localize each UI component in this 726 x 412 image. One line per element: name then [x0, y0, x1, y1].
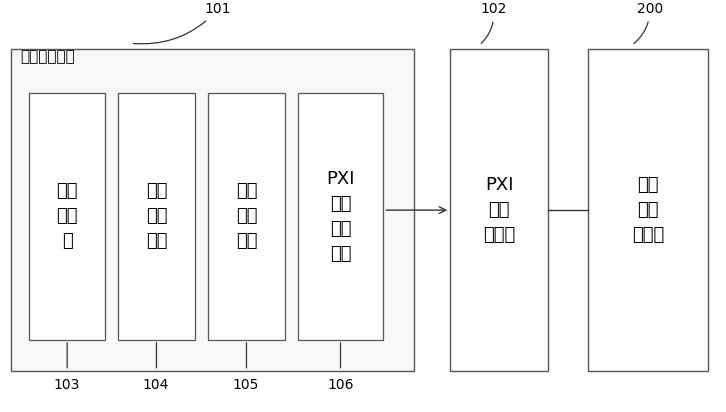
Bar	[588, 49, 708, 371]
Text: 仿真
数据
库: 仿真 数据 库	[57, 182, 78, 250]
Text: 硬件计算平台: 硬件计算平台	[20, 49, 75, 64]
Text: 模型
计算
模块: 模型 计算 模块	[146, 182, 167, 250]
Bar	[29, 93, 105, 340]
Text: 104: 104	[143, 378, 169, 392]
Bar	[118, 93, 195, 340]
Text: 101: 101	[134, 2, 231, 44]
Bar	[208, 93, 285, 340]
Text: 仿真
控制
子系统: 仿真 控制 子系统	[632, 176, 664, 244]
Text: 103: 103	[54, 378, 80, 392]
Text: 仿真
管理
模块: 仿真 管理 模块	[236, 182, 257, 250]
Text: PXI
接口
通信
模块: PXI 接口 通信 模块	[326, 170, 355, 263]
Bar	[11, 49, 414, 371]
Text: 102: 102	[481, 2, 507, 43]
Text: 106: 106	[327, 378, 354, 392]
Text: PXI
接口
通信卡: PXI 接口 通信卡	[483, 176, 515, 244]
Text: 200: 200	[634, 2, 663, 44]
Text: 105: 105	[233, 378, 259, 392]
Bar	[298, 93, 383, 340]
Bar	[450, 49, 548, 371]
